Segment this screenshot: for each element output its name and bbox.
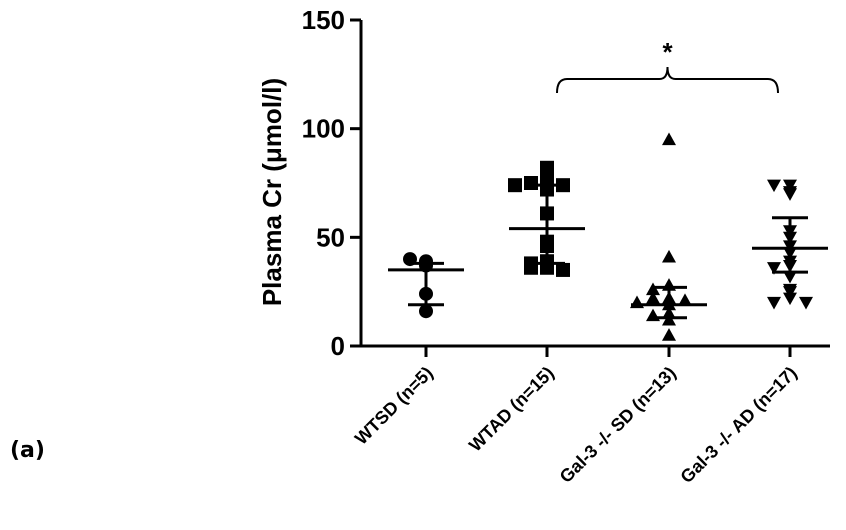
y-axis-label: Plasma Cr (μmol/l) bbox=[257, 78, 287, 306]
x-tick-label: WTSD (n=5) bbox=[351, 363, 437, 449]
data-point bbox=[556, 262, 570, 277]
data-point bbox=[767, 296, 781, 310]
data-point bbox=[508, 178, 522, 193]
data-point bbox=[799, 296, 813, 310]
data-point bbox=[662, 132, 676, 146]
data-point bbox=[783, 179, 797, 193]
y-tick-label: 150 bbox=[302, 5, 345, 35]
data-point bbox=[419, 304, 433, 319]
data-point bbox=[783, 270, 797, 284]
data-point bbox=[783, 286, 797, 299]
data-point bbox=[767, 262, 781, 275]
data-point bbox=[678, 293, 692, 306]
panel-label: (a) bbox=[10, 438, 45, 463]
data-point bbox=[662, 328, 676, 341]
x-tick-label: WTAD (n=15) bbox=[465, 363, 558, 456]
x-tick-label: Gal-3 -/- SD (n=13) bbox=[556, 363, 680, 487]
data-point bbox=[783, 188, 797, 201]
data-point bbox=[662, 249, 676, 263]
significance-bracket bbox=[556, 66, 779, 94]
data-point bbox=[630, 295, 644, 309]
data-point bbox=[540, 160, 554, 175]
y-tick-label: 100 bbox=[302, 114, 345, 144]
data-point bbox=[524, 176, 538, 190]
chart-marks: * bbox=[388, 37, 828, 341]
data-point bbox=[783, 292, 797, 306]
x-tick-label: Gal-3 -/- AD (n=17) bbox=[676, 363, 800, 487]
y-tick-label: 50 bbox=[316, 222, 345, 252]
data-point bbox=[646, 308, 660, 322]
data-point bbox=[767, 179, 781, 193]
data-point bbox=[646, 291, 660, 304]
y-tick-label: 0 bbox=[331, 331, 345, 361]
significance-label: * bbox=[662, 37, 673, 67]
